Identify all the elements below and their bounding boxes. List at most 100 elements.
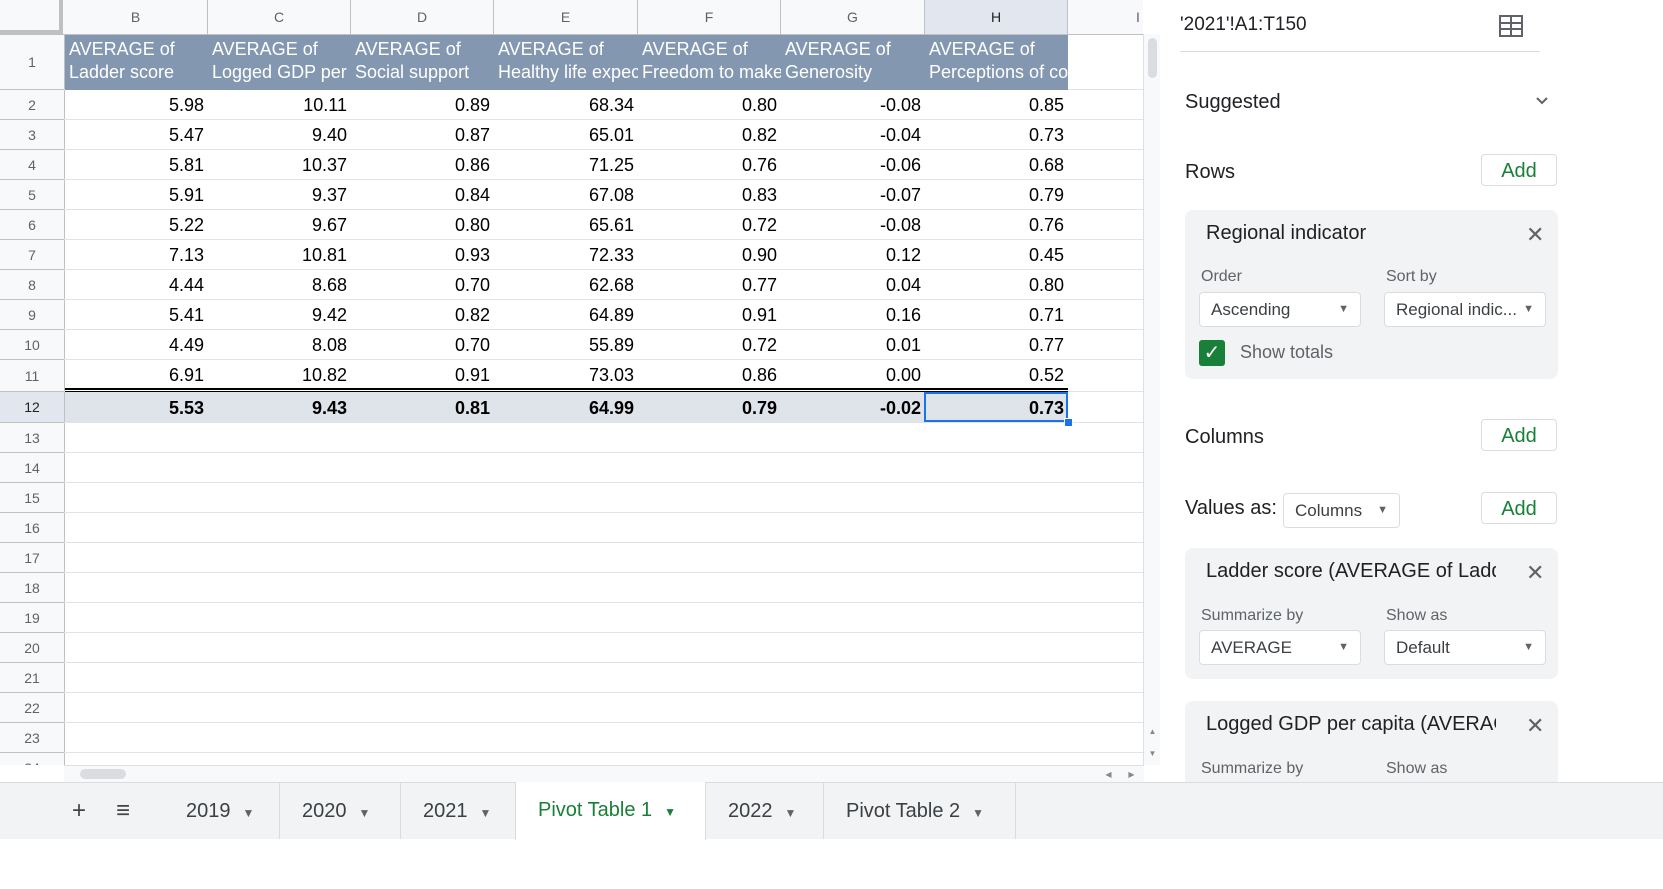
- grand-total-cell[interactable]: 0.73: [1028, 398, 1064, 418]
- column-header[interactable]: E: [494, 0, 638, 34]
- row-header[interactable]: 20: [0, 633, 64, 663]
- row-header[interactable]: 16: [0, 513, 64, 543]
- data-cell[interactable]: 0.01: [885, 335, 921, 355]
- summarize-dropdown[interactable]: AVERAGE ▼: [1199, 630, 1361, 665]
- data-cell[interactable]: 10.11: [303, 95, 347, 115]
- data-cell[interactable]: 6.91: [168, 365, 204, 385]
- column-header[interactable]: D: [351, 0, 494, 34]
- row-header[interactable]: 4: [0, 150, 64, 180]
- row-header[interactable]: 13: [0, 423, 64, 453]
- row-header[interactable]: 9: [0, 300, 64, 330]
- data-cell[interactable]: 8.08: [311, 335, 347, 355]
- data-cell[interactable]: 4.44: [168, 275, 204, 295]
- close-icon[interactable]: ✕: [1526, 560, 1545, 585]
- all-sheets-button[interactable]: ≡: [101, 783, 145, 839]
- close-icon[interactable]: ✕: [1526, 222, 1545, 247]
- column-header[interactable]: F: [638, 0, 781, 34]
- grand-total-cell[interactable]: 9.43: [311, 398, 347, 418]
- pivot-header-cell[interactable]: AVERAGE of Social support: [355, 39, 470, 82]
- data-cell[interactable]: 10.81: [301, 245, 347, 265]
- data-cell[interactable]: 5.81: [168, 155, 204, 175]
- data-cell[interactable]: 67.08: [588, 185, 634, 205]
- data-cell[interactable]: 0.87: [454, 125, 490, 145]
- column-header-selected[interactable]: H: [925, 0, 1068, 34]
- data-cell[interactable]: 0.91: [454, 365, 490, 385]
- data-cell[interactable]: 0.77: [1028, 335, 1064, 355]
- caret-down-icon[interactable]: ▼: [479, 806, 492, 820]
- grand-total-cell[interactable]: 5.53: [168, 398, 204, 418]
- data-cell[interactable]: 0.77: [741, 275, 777, 295]
- data-cell[interactable]: 0.86: [741, 365, 777, 385]
- data-cell[interactable]: 0.80: [1028, 275, 1064, 295]
- data-cell[interactable]: 0.83: [741, 185, 777, 205]
- data-cell[interactable]: 62.68: [588, 275, 634, 295]
- caret-down-icon[interactable]: ▼: [972, 806, 985, 820]
- data-cell[interactable]: -0.08: [879, 95, 921, 115]
- data-cell[interactable]: 0.80: [741, 95, 777, 115]
- row-header[interactable]: 19: [0, 603, 64, 633]
- pivot-header-cell[interactable]: AVERAGE of Ladder score: [69, 39, 175, 82]
- data-cell[interactable]: 9.67: [311, 215, 347, 235]
- row-header[interactable]: 5: [0, 180, 64, 210]
- data-cell[interactable]: 10.82: [301, 365, 347, 385]
- data-cell[interactable]: 0.79: [1028, 185, 1064, 205]
- row-header[interactable]: 14: [0, 453, 64, 483]
- sheet-tab-active[interactable]: Pivot Table 1 ▼: [515, 782, 706, 840]
- add-row-button[interactable]: Add: [1481, 154, 1557, 186]
- suggested-heading[interactable]: Suggested: [1185, 91, 1281, 113]
- add-value-button[interactable]: Add: [1481, 492, 1557, 524]
- data-cell[interactable]: 0.70: [454, 335, 490, 355]
- data-cell[interactable]: 73.03: [588, 365, 634, 385]
- fill-handle[interactable]: [1064, 418, 1073, 427]
- grand-total-cell[interactable]: -0.02: [879, 398, 921, 418]
- data-cell[interactable]: 0.90: [741, 245, 777, 265]
- order-dropdown[interactable]: Ascending ▼: [1199, 292, 1361, 327]
- data-cell[interactable]: -0.07: [879, 185, 921, 205]
- data-cell[interactable]: 8.68: [311, 275, 347, 295]
- data-cell[interactable]: 0.82: [741, 125, 777, 145]
- scroll-left-icon[interactable]: ◀: [1105, 770, 1112, 779]
- data-cell[interactable]: 0.71: [1028, 305, 1064, 325]
- row-header[interactable]: 22: [0, 693, 64, 723]
- data-cell[interactable]: 0.80: [454, 215, 490, 235]
- data-cell[interactable]: 65.01: [588, 125, 634, 145]
- row-header[interactable]: 24: [0, 753, 64, 766]
- data-cell[interactable]: 0.85: [1028, 95, 1064, 115]
- pivot-header-cell[interactable]: AVERAGE of Freedom to make life choices: [642, 39, 781, 82]
- row-header[interactable]: 21: [0, 663, 64, 693]
- data-cell[interactable]: 9.40: [311, 125, 347, 145]
- data-cell[interactable]: 0.86: [454, 155, 490, 175]
- grid-select-icon[interactable]: [1499, 15, 1523, 37]
- row-header[interactable]: 12: [0, 392, 64, 423]
- pivot-header-cell[interactable]: AVERAGE of Generosity: [785, 39, 891, 82]
- select-all-corner[interactable]: [0, 0, 63, 34]
- row-header[interactable]: 2: [0, 90, 64, 120]
- grand-total-cell[interactable]: 0.81: [454, 398, 490, 418]
- data-cell[interactable]: 5.41: [168, 305, 204, 325]
- horizontal-scroll-thumb[interactable]: [80, 769, 126, 779]
- row-header[interactable]: 3: [0, 120, 64, 150]
- row-header[interactable]: 10: [0, 330, 64, 360]
- pivot-header-cell[interactable]: AVERAGE of Logged GDP per capita: [212, 39, 347, 82]
- row-header[interactable]: 11: [0, 360, 64, 392]
- data-range[interactable]: '2021'!A1:T150: [1180, 14, 1307, 35]
- data-cell[interactable]: 10.37: [301, 155, 347, 175]
- data-cell[interactable]: 4.49: [168, 335, 204, 355]
- column-header[interactable]: G: [781, 0, 925, 34]
- scroll-down-icon[interactable]: ▼: [1148, 749, 1157, 758]
- grand-total-cell[interactable]: 0.79: [741, 398, 777, 418]
- values-as-dropdown[interactable]: Columns ▼: [1283, 493, 1400, 528]
- data-cell[interactable]: 9.37: [311, 185, 347, 205]
- spreadsheet-grid[interactable]: B C D E F G H I 1 2 3 4 5 6 7 8 9 10 11 12 13 14 15 16 1…: [0, 0, 1143, 765]
- sheet-tab[interactable]: 2020 ▼: [280, 783, 401, 839]
- scroll-up-icon[interactable]: ▲: [1148, 727, 1157, 736]
- data-cell[interactable]: 55.89: [588, 335, 634, 355]
- grand-total-cell[interactable]: 64.99: [588, 398, 634, 418]
- data-cell[interactable]: 0.89: [454, 95, 490, 115]
- sortby-dropdown[interactable]: Regional indic... ▼: [1384, 292, 1546, 327]
- sheet-tab[interactable]: Pivot Table 2 ▼: [824, 783, 1016, 839]
- pivot-header-cell[interactable]: AVERAGE of Perceptions of corruption: [929, 39, 1068, 82]
- caret-down-icon[interactable]: ▼: [784, 806, 797, 820]
- data-cell[interactable]: 0.76: [1028, 215, 1064, 235]
- column-header[interactable]: B: [64, 0, 208, 34]
